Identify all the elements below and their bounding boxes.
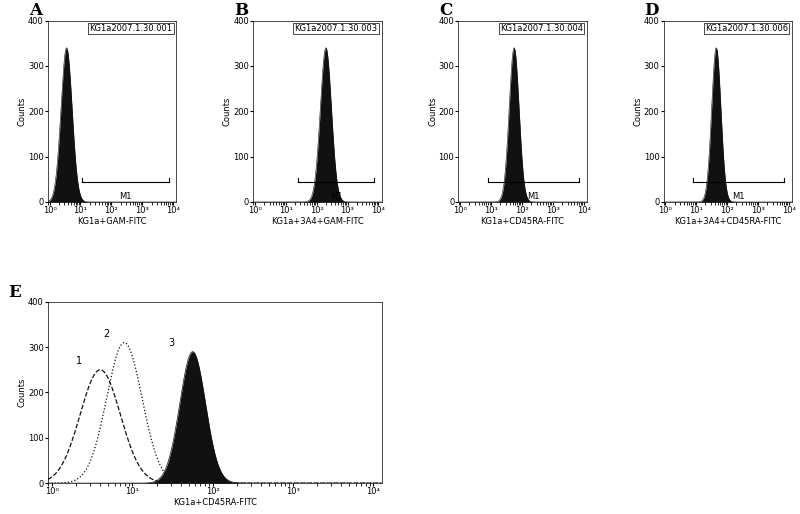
- Y-axis label: Counts: Counts: [18, 97, 26, 126]
- Text: C: C: [439, 3, 453, 20]
- Text: D: D: [645, 3, 659, 20]
- Text: 3: 3: [169, 338, 175, 348]
- X-axis label: KG1a+CD45RA-FITC: KG1a+CD45RA-FITC: [481, 216, 565, 226]
- X-axis label: KG1a+3A4+CD45RA-FITC: KG1a+3A4+CD45RA-FITC: [674, 216, 782, 226]
- Text: E: E: [8, 284, 21, 301]
- Text: M1: M1: [119, 192, 131, 200]
- Text: 2: 2: [103, 329, 110, 339]
- X-axis label: KG1a+GAM-FITC: KG1a+GAM-FITC: [78, 216, 147, 226]
- Y-axis label: Counts: Counts: [18, 378, 26, 407]
- X-axis label: KG1a+CD45RA-FITC: KG1a+CD45RA-FITC: [173, 498, 257, 507]
- Text: KG1a2007.1.30.006: KG1a2007.1.30.006: [705, 24, 788, 33]
- Y-axis label: Counts: Counts: [428, 97, 437, 126]
- Y-axis label: Counts: Counts: [634, 97, 642, 126]
- X-axis label: KG1a+3A4+GAM-FITC: KG1a+3A4+GAM-FITC: [271, 216, 364, 226]
- Text: M1: M1: [330, 192, 342, 200]
- Text: KG1a2007.1.30.001: KG1a2007.1.30.001: [90, 24, 173, 33]
- Text: M1: M1: [527, 192, 540, 200]
- Text: KG1a2007.1.30.004: KG1a2007.1.30.004: [500, 24, 583, 33]
- Text: A: A: [29, 3, 42, 20]
- Text: KG1a2007.1.30.003: KG1a2007.1.30.003: [294, 24, 378, 33]
- Text: B: B: [234, 3, 248, 20]
- Y-axis label: Counts: Counts: [223, 97, 232, 126]
- Text: 1: 1: [76, 356, 82, 366]
- Text: M1: M1: [733, 192, 745, 200]
